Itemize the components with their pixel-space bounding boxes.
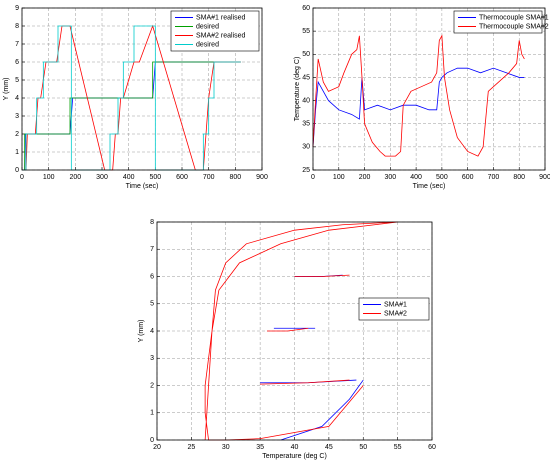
legend-label: SMA#1 — [384, 301, 407, 308]
x-tick-label: 20 — [153, 444, 161, 451]
x-tick-label: 45 — [325, 444, 333, 451]
axes-frame — [21, 7, 263, 171]
x-tick-label: 30 — [222, 444, 230, 451]
y-tick-label: 25 — [302, 167, 310, 174]
series-line — [22, 25, 241, 171]
x-tick-label: 55 — [394, 444, 402, 451]
y-tick-label: 50 — [302, 51, 310, 58]
series-line — [312, 67, 525, 147]
axes-frame — [312, 7, 546, 171]
series-line — [204, 221, 398, 441]
y-axis-label: Temperature (deg C) — [294, 57, 301, 122]
y-tick-label: 30 — [302, 144, 310, 151]
x-tick-label: 0 — [20, 174, 24, 181]
x-tick-label: 900 — [539, 174, 550, 181]
y-tick-label: 4 — [150, 328, 154, 335]
legend: Thermocouple SMA#1 Thermocouple SMA#2 — [453, 10, 549, 34]
y-tick-label: 9 — [15, 5, 19, 12]
x-tick-label: 25 — [187, 444, 195, 451]
legend-label: Thermocouple SMA#2 — [479, 23, 549, 30]
y-tick-label: 2 — [150, 382, 154, 389]
y-tick-label: 40 — [302, 97, 310, 104]
x-tick-label: 700 — [488, 174, 500, 181]
x-tick-label: 100 — [43, 174, 55, 181]
y-tick-label: 1 — [15, 149, 19, 156]
y-tick-label: 1 — [150, 410, 154, 417]
x-axis-label: Time (sec) — [126, 183, 159, 190]
legend-label: desired — [196, 41, 219, 48]
x-tick-label: 200 — [359, 174, 371, 181]
y-tick-label: 60 — [302, 5, 310, 12]
y-axis-label: Y (mm) — [138, 320, 145, 343]
y-tick-label: 6 — [15, 59, 19, 66]
y-tick-label: 45 — [302, 74, 310, 81]
y-tick-label: 0 — [15, 167, 19, 174]
x-tick-label: 500 — [149, 174, 161, 181]
x-tick-label: 800 — [513, 174, 525, 181]
legend-label: Thermocouple SMA#1 — [479, 14, 549, 21]
y-tick-label: 2 — [15, 131, 19, 138]
x-axis-label: Time (sec) — [413, 183, 446, 190]
y-tick-label: 5 — [150, 301, 154, 308]
y-tick-label: 0 — [150, 437, 154, 444]
legend: SMA#1 SMA#2 — [358, 297, 430, 321]
x-tick-label: 300 — [384, 174, 396, 181]
legend-label: SMA#2 — [384, 310, 407, 317]
x-tick-label: 600 — [462, 174, 474, 181]
series-line — [22, 61, 241, 171]
x-axis-label: Temperature (deg C) — [262, 453, 327, 460]
plot: 0 100 200 300 400 500 600 700 800 900 25 30 35 40 45 50… — [294, 5, 550, 190]
y-tick-label: 3 — [150, 355, 154, 362]
legend-label: SMA#1 realised — [196, 14, 246, 21]
y-tick-label: 8 — [150, 219, 154, 226]
x-tick-label: 600 — [176, 174, 188, 181]
y-tick-label: 4 — [15, 95, 19, 102]
x-tick-label: 400 — [123, 174, 135, 181]
x-tick-label: 700 — [203, 174, 215, 181]
y-tick-label: 8 — [15, 23, 19, 30]
plot: 0 100 200 300 400 500 600 700 800 900 0 1 2 3 4 5 6 7 8 9 Ti… — [3, 5, 268, 190]
x-tick-label: 40 — [291, 444, 299, 451]
x-tick-label: 60 — [428, 444, 436, 451]
x-tick-label: 500 — [436, 174, 448, 181]
x-tick-label: 50 — [359, 444, 367, 451]
y-tick-label: 3 — [15, 113, 19, 120]
legend-label: desired — [196, 23, 219, 30]
x-tick-label: 900 — [256, 174, 268, 181]
series-line — [312, 34, 525, 157]
legend-label: SMA#2 realised — [196, 32, 246, 39]
legend-box — [358, 297, 430, 321]
x-tick-label: 400 — [410, 174, 422, 181]
y-tick-label: 6 — [150, 273, 154, 280]
x-tick-label: 0 — [311, 174, 315, 181]
plot-area — [313, 8, 545, 170]
x-tick-label: 35 — [256, 444, 264, 451]
x-tick-label: 100 — [333, 174, 345, 181]
y-axis-label: Y (mm) — [3, 78, 10, 101]
y-tick-label: 7 — [150, 246, 154, 253]
x-tick-label: 800 — [229, 174, 241, 181]
x-tick-label: 300 — [96, 174, 108, 181]
y-tick-label: 7 — [15, 41, 19, 48]
y-tick-label: 55 — [302, 28, 310, 35]
axes-frame — [156, 221, 433, 441]
x-tick-label: 200 — [69, 174, 81, 181]
legend: SMA#1 realised desired SMA#2 realised desir… — [170, 10, 260, 52]
y-tick-label: 5 — [15, 77, 19, 84]
legend-box — [453, 10, 543, 34]
y-tick-label: 35 — [302, 121, 310, 128]
